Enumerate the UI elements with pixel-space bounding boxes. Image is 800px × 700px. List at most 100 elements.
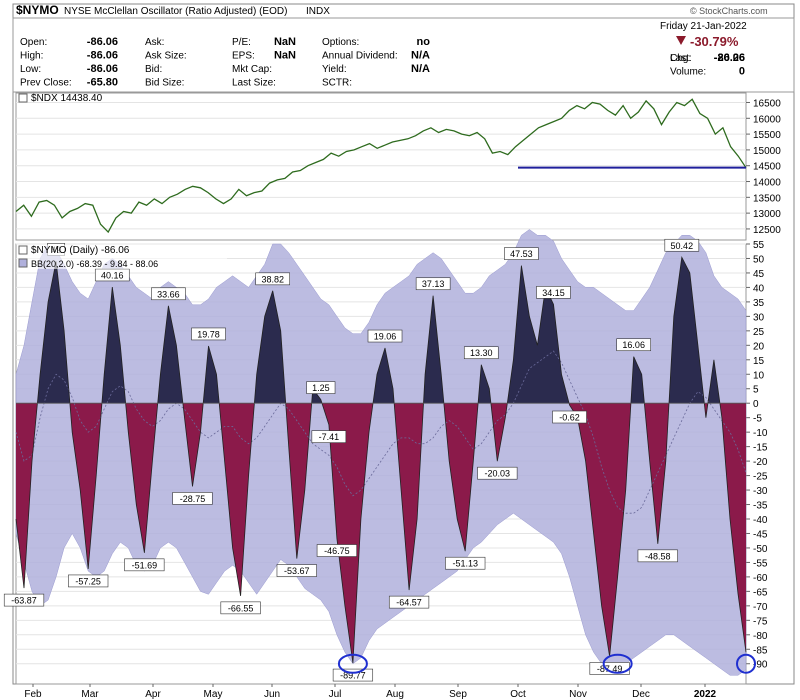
data-label-box: [332, 668, 374, 682]
data-label: 40.16: [101, 270, 124, 280]
data-label: -51.69: [132, 560, 158, 570]
quote-label: Open:: [20, 37, 47, 48]
x-tick-label: Feb: [24, 689, 42, 700]
x-tick-label: Nov: [569, 689, 587, 700]
quote-label: Low:: [20, 64, 41, 75]
circle-low-jan: [736, 653, 756, 674]
nymo-tick-label: 25: [753, 327, 765, 338]
quote-label: Bid:: [145, 64, 162, 75]
ndx-tick-label: 12500: [753, 225, 781, 236]
nymo-tick-label: -20: [753, 457, 768, 468]
nymo-tick-label: -60: [753, 573, 768, 584]
nymo-tick-label: -55: [753, 558, 768, 569]
nymo-tick-label: -65: [753, 587, 768, 598]
ndx-legend-swatch: [18, 93, 28, 103]
data-label-box: [664, 238, 700, 252]
data-label: 1.25: [312, 383, 330, 393]
bollinger-middle: [15, 350, 747, 514]
data-label-box: [124, 558, 165, 572]
quote-box: [12, 17, 795, 93]
data-label: 19.06: [374, 332, 397, 342]
date-label: Friday 21-Jan-2022: [660, 21, 747, 32]
x-tick-label: Dec: [632, 689, 650, 700]
nymo-tick-label: 10: [753, 370, 765, 381]
quote-label: Volume:: [670, 67, 706, 78]
circle-low-dec: [602, 653, 633, 674]
quote-label: SCTR:: [322, 78, 352, 89]
x-tick-label: Jun: [264, 689, 280, 700]
nymo-tick-label: 5: [753, 385, 759, 396]
data-label: -46.75: [324, 546, 350, 556]
data-label-box: [220, 601, 261, 615]
data-label: -57.25: [75, 576, 101, 586]
quote-value: -86.06: [87, 36, 118, 48]
data-label: -53.67: [284, 566, 310, 576]
nymo-tick-label: 45: [753, 269, 765, 280]
quote-label: Bid Size:: [145, 78, 184, 89]
x-tick-label: Oct: [510, 689, 526, 700]
quote-label: P/E:: [232, 37, 251, 48]
ndx-tick-label: 13500: [753, 193, 781, 204]
data-label: -51.13: [452, 559, 478, 569]
data-label-box: [151, 287, 186, 301]
data-label: 47.53: [510, 249, 533, 259]
nymo-tick-label: 40: [753, 283, 765, 294]
nymo-tick-label: -15: [753, 443, 768, 454]
data-label-box: [477, 466, 518, 480]
description-label: NYSE McClellan Oscillator (Ratio Adjuste…: [64, 6, 287, 17]
data-label: 16.06: [622, 340, 645, 350]
data-label-box: [637, 549, 678, 563]
data-label: -28.75: [180, 494, 206, 504]
quote-label: Annual Dividend:: [322, 51, 398, 62]
nymo-legend-bb: BB(20,2.0) -68.39 - 9.84 - 88.06: [31, 259, 158, 269]
quote-label: Last:: [670, 53, 692, 64]
nymo-legend-bg: [17, 245, 227, 269]
data-label: 19.78: [197, 329, 220, 339]
data-label-box: [316, 544, 357, 557]
nymo-tick-label: -5: [753, 414, 762, 425]
quote-value: -86.06: [87, 50, 118, 62]
oscillator-negative-area: [16, 403, 746, 664]
data-label: -63.87: [11, 596, 37, 606]
ndx-tick-label: 14000: [753, 178, 781, 189]
x-tick-label: May: [204, 689, 223, 700]
ndx-tick-label: 15500: [753, 130, 781, 141]
symbol-label: $NYMO: [16, 3, 59, 17]
x-tick-label: Mar: [81, 689, 99, 700]
exchange-label: INDX: [306, 6, 330, 17]
ndx-tick-label: 16500: [753, 98, 781, 109]
quote-value: -20.26: [714, 52, 745, 64]
quote-label: Yield:: [322, 64, 347, 75]
nymo-tick-label: -70: [753, 602, 768, 613]
ndx-tick-label: 15000: [753, 146, 781, 157]
quote-value: NaN: [274, 50, 296, 62]
data-label: 38.82: [261, 274, 284, 284]
data-label-box: [388, 595, 430, 609]
quote-value: -86.06: [714, 52, 745, 64]
quote-value: N/A: [411, 63, 430, 75]
quote-value: N/A: [411, 50, 430, 62]
data-label-box: [68, 574, 109, 588]
quote-value: -65.80: [87, 77, 118, 89]
data-label-box: [191, 327, 226, 341]
quote-label: Ask:: [145, 37, 164, 48]
data-label-box: [504, 247, 539, 260]
ndx-tick-label: 14500: [753, 162, 781, 173]
quote-value: 0: [739, 66, 745, 78]
data-label-box: [276, 564, 317, 577]
data-label: -89.77: [340, 671, 366, 681]
data-label: -48.58: [645, 551, 671, 561]
quote-label: Last Size:: [232, 78, 276, 89]
nymo-tick-label: -30: [753, 486, 768, 497]
nymo-tick-label: -50: [753, 544, 768, 555]
quote-label: Prev Close:: [20, 78, 72, 89]
quote-label: EPS:: [232, 51, 255, 62]
nymo-legend-main: $NYMO (Daily) -86.06: [31, 245, 130, 256]
nymo-tick-label: -90: [753, 660, 768, 671]
data-label-box: [445, 556, 486, 570]
data-label: -0.62: [559, 413, 580, 423]
data-label-box: [552, 410, 587, 424]
down-arrow-icon: [676, 36, 686, 45]
nymo-tick-label: 15: [753, 356, 765, 367]
